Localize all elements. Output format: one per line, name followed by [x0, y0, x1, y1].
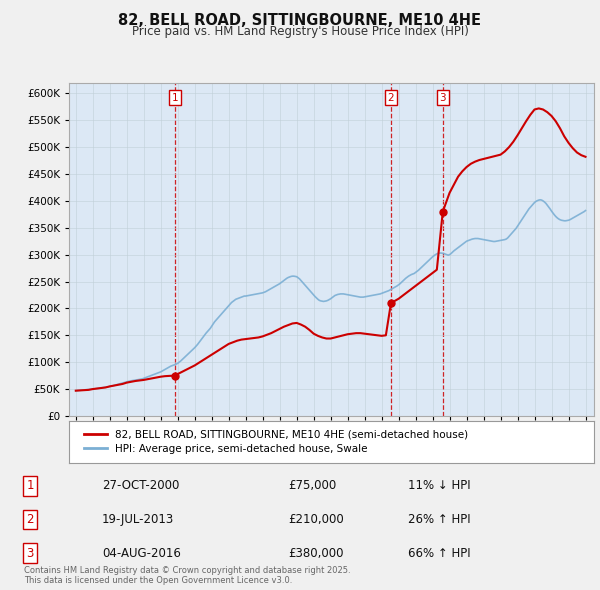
Text: 3: 3 — [439, 93, 446, 103]
Text: 1: 1 — [172, 93, 178, 103]
Legend: 82, BELL ROAD, SITTINGBOURNE, ME10 4HE (semi-detached house), HPI: Average price: 82, BELL ROAD, SITTINGBOURNE, ME10 4HE (… — [79, 425, 472, 458]
Text: £380,000: £380,000 — [288, 546, 343, 560]
Text: 26% ↑ HPI: 26% ↑ HPI — [408, 513, 470, 526]
Text: 1: 1 — [26, 479, 34, 493]
Text: 11% ↓ HPI: 11% ↓ HPI — [408, 479, 470, 493]
Text: 82, BELL ROAD, SITTINGBOURNE, ME10 4HE: 82, BELL ROAD, SITTINGBOURNE, ME10 4HE — [119, 13, 482, 28]
Text: 2: 2 — [388, 93, 394, 103]
Text: 27-OCT-2000: 27-OCT-2000 — [102, 479, 179, 493]
Text: £75,000: £75,000 — [288, 479, 336, 493]
Text: 04-AUG-2016: 04-AUG-2016 — [102, 546, 181, 560]
Text: £210,000: £210,000 — [288, 513, 344, 526]
Text: 66% ↑ HPI: 66% ↑ HPI — [408, 546, 470, 560]
Text: Price paid vs. HM Land Registry's House Price Index (HPI): Price paid vs. HM Land Registry's House … — [131, 25, 469, 38]
Text: 2: 2 — [26, 513, 34, 526]
Text: 19-JUL-2013: 19-JUL-2013 — [102, 513, 174, 526]
Text: 3: 3 — [26, 546, 34, 560]
Text: Contains HM Land Registry data © Crown copyright and database right 2025.
This d: Contains HM Land Registry data © Crown c… — [24, 566, 350, 585]
